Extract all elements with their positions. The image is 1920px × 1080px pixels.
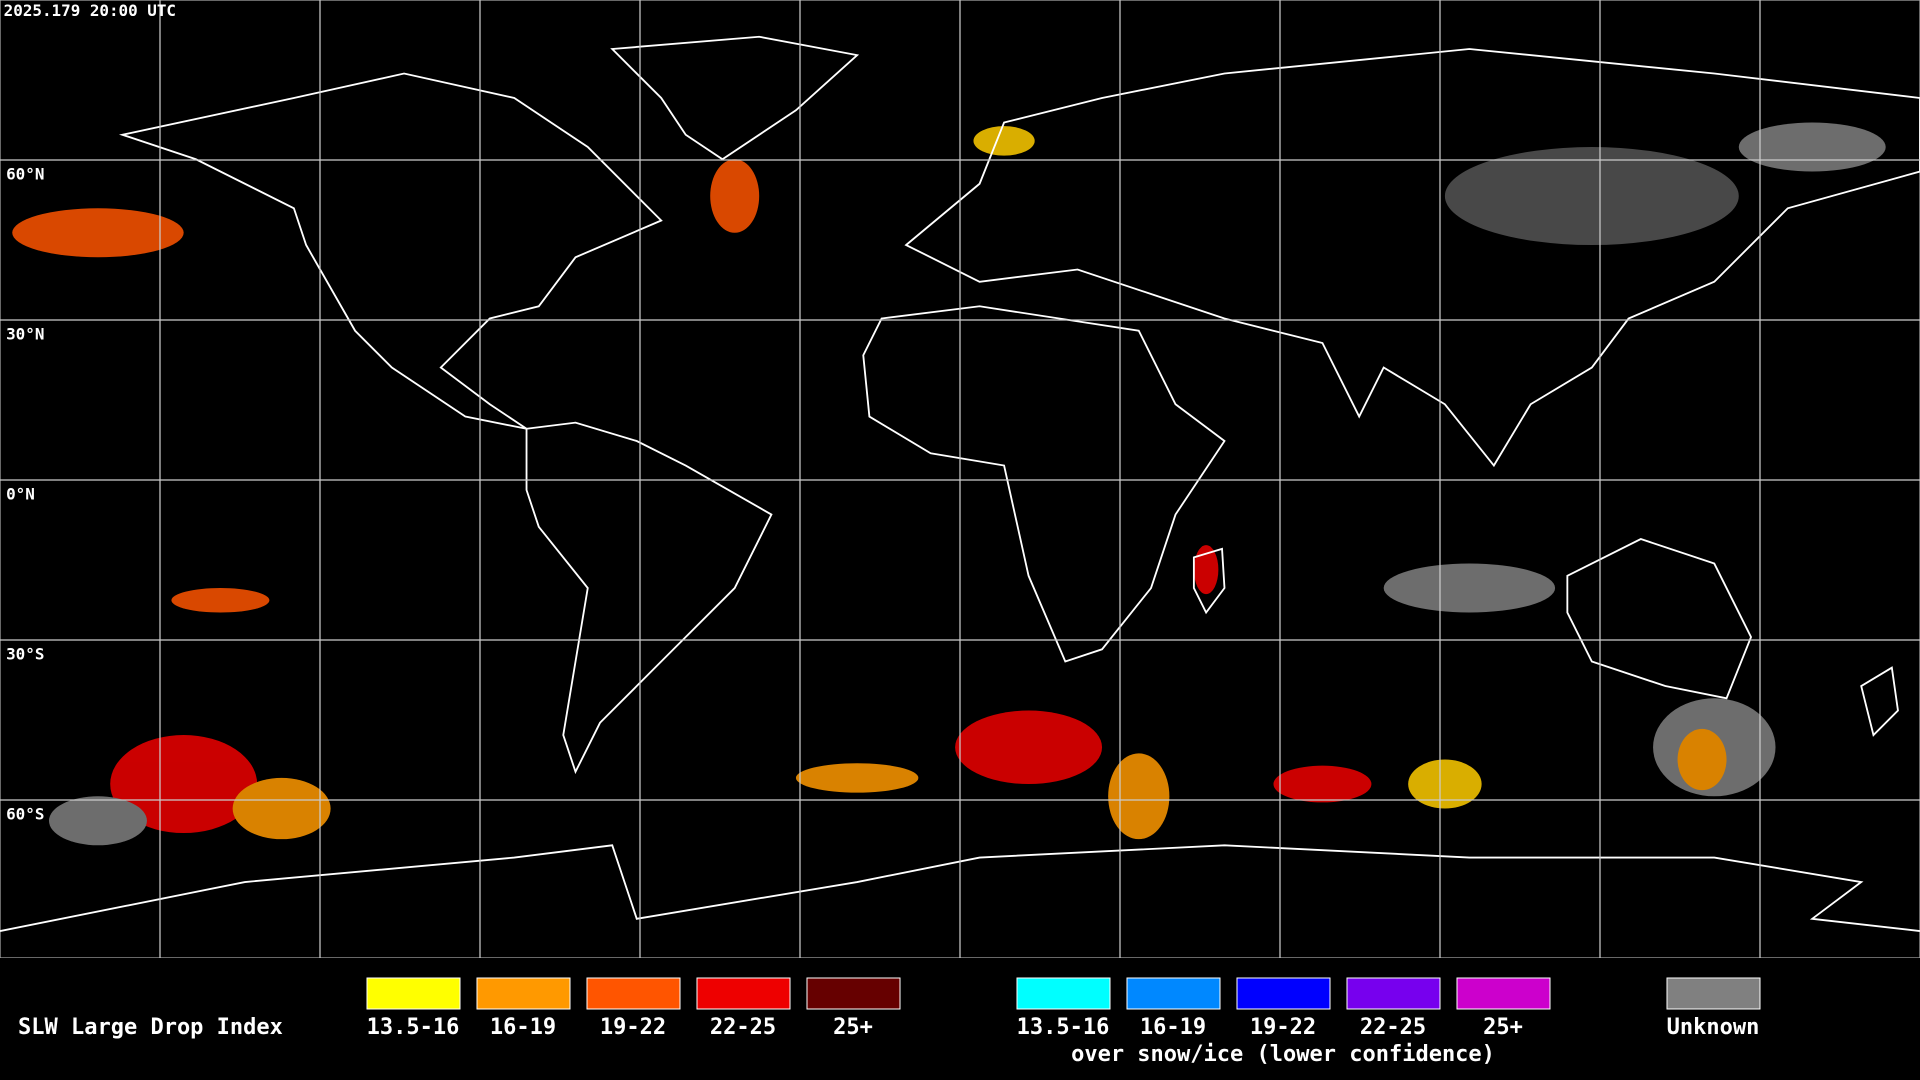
legend-swatch — [366, 977, 461, 1010]
coastlines — [0, 35, 1920, 932]
legend-label: 16-19 — [490, 1015, 556, 1040]
legend: SLW Large Drop Index over snow/ice (lowe… — [18, 977, 1761, 1067]
legend-swatch — [1236, 977, 1331, 1010]
cloud-patch — [1408, 759, 1482, 809]
map: 60°N 30°N 0°N 30°S 60°S 2025.179 20:00 UTC — [0, 0, 1920, 958]
cloud-patch — [1738, 122, 1886, 172]
cloud-patch — [232, 777, 331, 840]
cloud-layer — [12, 122, 1886, 846]
coastline — [1860, 666, 1899, 737]
cloud-patch — [48, 796, 147, 846]
cloud-patch — [1108, 753, 1170, 840]
legend-swatch — [1126, 977, 1221, 1010]
legend-swatch — [806, 977, 901, 1010]
legend-label: 22-25 — [710, 1015, 776, 1040]
snow-caption: over snow/ice (lower confidence) — [1071, 1042, 1495, 1067]
cloud-patch — [955, 710, 1103, 785]
latitude-label: 30°S — [6, 645, 44, 664]
cloud-patch — [795, 763, 919, 793]
coastline — [610, 35, 860, 161]
legend-label: 13.5-16 — [367, 1015, 460, 1040]
legend-swatch — [696, 977, 791, 1010]
legend-label: 19-22 — [600, 1015, 666, 1040]
legend-label: Unknown — [1667, 1015, 1760, 1040]
graticule: 60°N 30°N 0°N 30°S 60°S — [0, 0, 1920, 958]
cloud-patch — [710, 159, 760, 233]
coastline — [904, 48, 1920, 468]
cloud-patch — [1444, 147, 1739, 246]
legend-label: 25+ — [1483, 1015, 1523, 1040]
legend-swatch — [1016, 977, 1111, 1010]
coastline — [118, 72, 663, 430]
cloud-patch — [12, 208, 184, 258]
legend-swatch — [586, 977, 681, 1010]
legend-label: 13.5-16 — [1017, 1015, 1110, 1040]
legend-label: 16-19 — [1140, 1015, 1206, 1040]
cloud-patch — [171, 588, 270, 613]
cloud-patch — [1383, 563, 1556, 613]
timestamp: 2025.179 20:00 UTC — [4, 1, 176, 20]
coastline — [1566, 538, 1753, 700]
legend-label: 25+ — [833, 1015, 873, 1040]
legend-title: SLW Large Drop Index — [18, 1015, 283, 1040]
legend-label: 22-25 — [1360, 1015, 1426, 1040]
cloud-patch — [1677, 728, 1727, 791]
cloud-patch — [110, 735, 258, 834]
legend-label: 19-22 — [1250, 1015, 1316, 1040]
latitude-label: 0°N — [6, 485, 35, 504]
coastline — [0, 844, 1920, 932]
latitude-label: 60°S — [6, 805, 44, 824]
legend-swatch — [476, 977, 571, 1010]
legend-swatch — [1456, 977, 1551, 1010]
cloud-patch — [1273, 765, 1372, 803]
latitude-label: 30°N — [6, 325, 44, 344]
coastline — [1192, 547, 1226, 615]
legend-swatch — [1346, 977, 1441, 1010]
cloud-patch — [973, 126, 1035, 156]
cloud-patch — [1193, 545, 1219, 595]
coastline — [525, 421, 773, 775]
coastline — [862, 305, 1226, 663]
legend-swatch — [1666, 977, 1761, 1010]
latitude-label: 60°N — [6, 165, 44, 184]
